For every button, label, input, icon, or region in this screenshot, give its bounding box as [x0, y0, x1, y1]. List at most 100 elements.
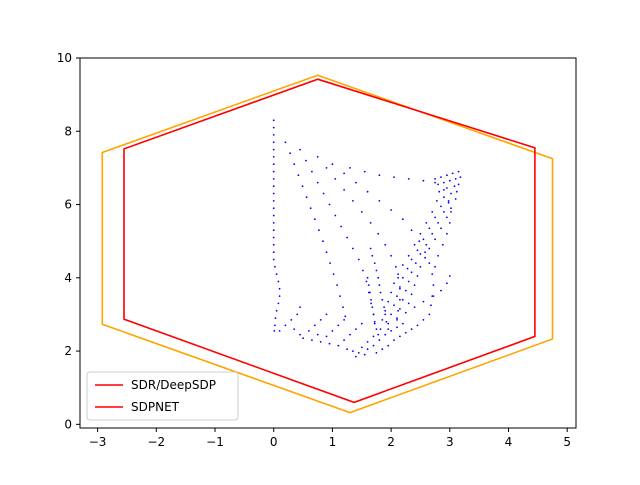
scatter-point [397, 310, 399, 312]
scatter-point [278, 303, 280, 305]
scatter-point [273, 156, 275, 158]
scatter-point [289, 152, 291, 154]
scatter-point [417, 325, 419, 327]
scatter-point [279, 288, 281, 290]
x-tick-label: 4 [505, 435, 513, 449]
scatter-point [355, 182, 357, 184]
scatter-point [339, 295, 341, 297]
scatter-point [369, 292, 371, 294]
scatter-point [440, 206, 442, 208]
scatter-point [402, 323, 404, 325]
scatter-point [414, 244, 416, 246]
scatter-point [317, 334, 319, 336]
scatter-point [428, 227, 430, 229]
scatter-point [320, 319, 322, 321]
scatter-point [436, 200, 438, 202]
scatter-point [306, 196, 308, 198]
scatter-point [320, 341, 322, 343]
scatter-point [273, 237, 275, 239]
scatter-point [411, 229, 413, 231]
scatter-point [450, 211, 452, 213]
scatter-point [273, 163, 275, 165]
scatter-point [366, 281, 368, 283]
scatter-point [431, 295, 433, 297]
scatter-point [317, 182, 319, 184]
scatter-point [376, 270, 378, 272]
scatter-point [399, 308, 401, 310]
scatter-point [449, 222, 451, 224]
scatter-point [420, 253, 422, 255]
scatter-point [377, 233, 379, 235]
scatter-point [393, 339, 395, 341]
scatter-point [396, 326, 398, 328]
scatter-point [352, 200, 354, 202]
scatter-point [408, 178, 410, 180]
scatter-point [408, 303, 410, 305]
scatter-point [387, 323, 389, 325]
scatter-point [374, 262, 376, 264]
scatter-point [437, 222, 439, 224]
scatter-point [399, 336, 401, 338]
scatter-point [317, 156, 319, 158]
scatter-point [440, 290, 442, 292]
scatter-point [446, 217, 448, 219]
scatter-point [381, 319, 383, 321]
scatter-point [379, 174, 381, 176]
scatter-point [417, 275, 419, 277]
scatter-point [376, 328, 378, 330]
scatter-point [326, 167, 328, 169]
scatter-point [342, 306, 344, 308]
scatter-point [276, 273, 278, 275]
scatter-point [337, 345, 339, 347]
y-tick-label: 0 [64, 417, 72, 431]
scatter-point [450, 207, 452, 209]
x-tick-label: 2 [387, 435, 395, 449]
x-tick-label: 5 [563, 435, 571, 449]
scatter-point [405, 332, 407, 334]
scatter-point [460, 176, 462, 178]
scatter-point [424, 257, 426, 259]
x-tick-label: −1 [206, 435, 224, 449]
scatter-point [302, 185, 304, 187]
x-tick-label: 3 [446, 435, 454, 449]
scatter-point [449, 275, 451, 277]
scatter-point [371, 306, 373, 308]
scatter-point [407, 268, 409, 270]
scatter-point [273, 193, 275, 195]
scatter-point [384, 244, 386, 246]
scatter-point [425, 222, 427, 224]
scatter-point [299, 334, 301, 336]
scatter-point [396, 317, 398, 319]
scatter-point [420, 233, 422, 235]
scatter-point [370, 248, 372, 250]
scatter-point [314, 218, 316, 220]
scatter-point [455, 178, 457, 180]
scatter-point [358, 259, 360, 261]
scatter-point [455, 198, 457, 200]
scatter-point [393, 282, 395, 284]
scatter-point [308, 330, 310, 332]
legend-label-sdr-deepsdp: SDR/DeepSDP [131, 378, 216, 392]
scatter-point [273, 215, 275, 217]
scatter-point [273, 251, 275, 253]
scatter-point [364, 171, 366, 173]
scatter-point [273, 330, 275, 332]
scatter-point [340, 226, 342, 228]
scatter-point [352, 350, 354, 352]
scatter-point [446, 187, 448, 189]
scatter-point [405, 290, 407, 292]
scatter-point [434, 238, 436, 240]
scatter-point [411, 328, 413, 330]
scatter-point [381, 348, 383, 350]
scatter-point [318, 229, 320, 231]
scatter-point [393, 304, 395, 306]
y-tick-label: 8 [64, 124, 72, 138]
scatter-point [326, 314, 328, 316]
scatter-point [434, 182, 436, 184]
scatter-point [390, 330, 392, 332]
scatter-point [399, 299, 401, 301]
scatter-point [431, 273, 433, 275]
scatter-point [387, 301, 389, 303]
